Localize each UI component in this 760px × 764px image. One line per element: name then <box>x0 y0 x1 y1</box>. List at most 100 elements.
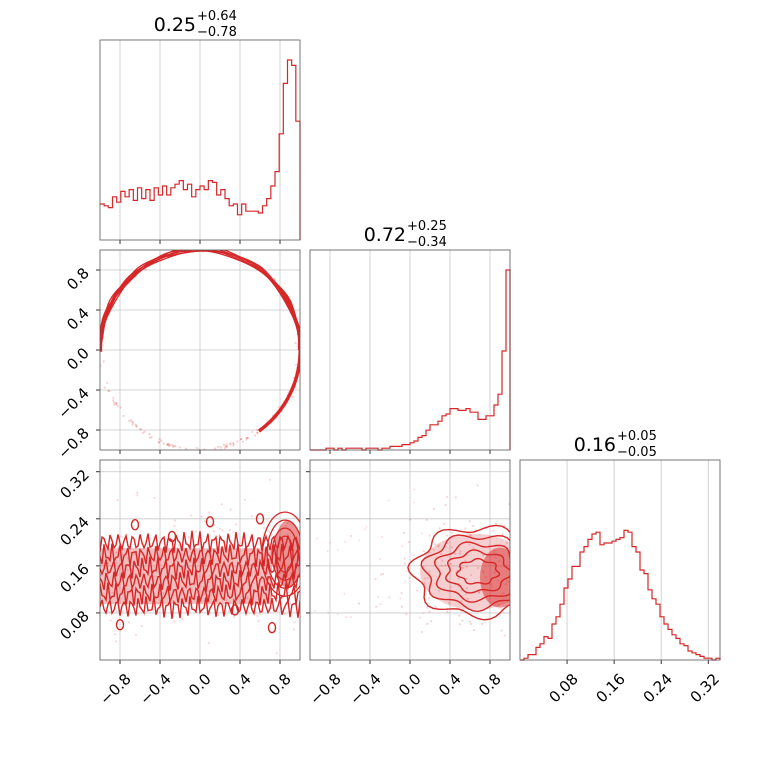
sample-point <box>404 580 407 583</box>
sample-point <box>418 616 421 619</box>
sample-point <box>229 443 232 446</box>
sample-point <box>477 566 480 570</box>
panel-content <box>98 247 303 453</box>
panel-frame <box>309 249 511 451</box>
sample-point <box>262 526 266 529</box>
sample-point <box>227 609 231 613</box>
tick-label-x: −0.4 <box>136 670 174 708</box>
contour-line <box>261 511 300 597</box>
sample-point <box>98 362 100 364</box>
sample-point <box>459 549 462 553</box>
sample-point <box>221 529 224 532</box>
sample-point <box>409 518 412 521</box>
sample-point <box>458 552 461 555</box>
sample-point <box>136 494 139 497</box>
sample-point <box>129 419 133 422</box>
sample-point <box>240 437 243 441</box>
sample-point <box>437 544 441 547</box>
sample-point <box>438 527 441 530</box>
sample-point <box>345 616 348 619</box>
sample-point <box>115 403 118 406</box>
sample-point <box>113 633 117 636</box>
contour-line <box>100 530 300 554</box>
sample-point <box>120 535 123 538</box>
sample-point <box>377 596 380 599</box>
sample-point <box>379 603 382 606</box>
panel-content <box>314 484 513 637</box>
sample-point <box>401 544 404 547</box>
sample-point <box>407 541 411 544</box>
sample-point <box>150 436 153 439</box>
sample-point <box>115 561 118 565</box>
sample-point <box>128 419 131 423</box>
sample-point <box>382 572 385 576</box>
sample-point <box>106 381 109 384</box>
sample-point <box>420 630 423 634</box>
sample-point <box>144 268 147 271</box>
sample-point <box>113 403 116 406</box>
sample-point <box>177 544 180 547</box>
sample-point <box>494 522 498 525</box>
sample-point <box>192 552 195 555</box>
sample-point <box>406 569 409 572</box>
sample-point <box>173 519 177 522</box>
sample-point <box>363 528 366 531</box>
sample-point <box>223 447 226 450</box>
sample-point <box>454 552 457 556</box>
sample-point <box>399 597 402 600</box>
sample-point <box>194 451 196 453</box>
sample-point <box>246 596 249 599</box>
sample-point <box>402 531 405 535</box>
density-fill <box>480 547 510 608</box>
panel-content <box>100 478 300 669</box>
panel-frame <box>99 249 301 451</box>
sample-point <box>468 543 471 546</box>
sample-point <box>236 440 239 443</box>
sample-point <box>225 443 228 446</box>
sample-point <box>511 565 513 567</box>
sample-point <box>211 450 213 452</box>
sample-point <box>157 440 161 444</box>
tick-label-y: −0.4 <box>54 384 92 422</box>
sample-point <box>288 602 292 605</box>
sample-point <box>229 442 232 445</box>
tick-label-y: 0.32 <box>56 466 92 502</box>
sample-point <box>136 491 139 494</box>
histogram-step <box>520 529 721 661</box>
sample-point <box>454 496 458 499</box>
sample-point <box>472 547 475 550</box>
sample-point <box>492 529 495 532</box>
title-value: 0.16 <box>574 434 616 456</box>
sample-point <box>288 667 290 669</box>
panel-title: 0.25 +0.64−0.78 <box>154 9 237 40</box>
sample-point <box>154 575 157 578</box>
sample-point <box>160 439 163 442</box>
sample-point <box>478 590 481 594</box>
tick-label-x: 0.08 <box>545 670 581 706</box>
sample-point <box>153 496 156 499</box>
sample-point <box>232 442 235 446</box>
sample-point <box>167 442 170 445</box>
sample-point <box>135 425 138 428</box>
title-value: 0.25 <box>154 14 196 36</box>
sample-point <box>246 597 249 600</box>
sample-point <box>217 613 220 617</box>
sample-point <box>122 414 125 418</box>
sample-point <box>235 523 238 526</box>
sample-point <box>425 518 428 521</box>
sample-point <box>245 436 249 440</box>
sample-point <box>477 591 481 594</box>
sample-point <box>122 610 125 613</box>
title-plus: +0.05 <box>617 429 657 444</box>
sample-point <box>127 621 131 624</box>
sample-point <box>457 577 460 580</box>
sample-point <box>131 423 134 426</box>
sample-point <box>505 541 508 544</box>
sample-point <box>191 247 193 249</box>
panel-p1-p2: −0.8−0.4 0.0 0.4 0.8 <box>54 247 303 463</box>
contour-island <box>205 516 215 528</box>
sample-point <box>326 550 329 553</box>
sample-point <box>140 587 143 590</box>
sample-point <box>301 346 303 348</box>
sample-point <box>458 622 461 626</box>
